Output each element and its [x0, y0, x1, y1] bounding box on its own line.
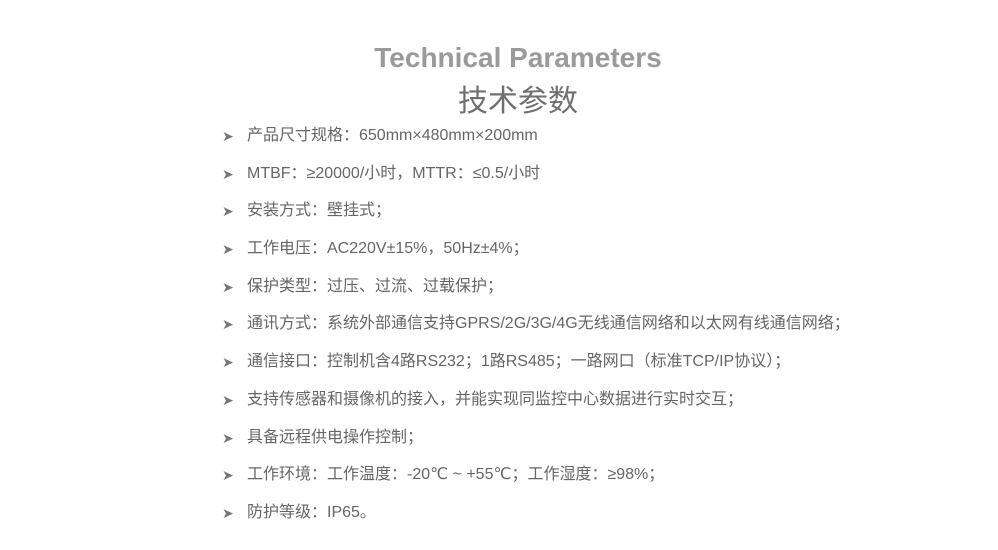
- parameter-text: 保护类型：过压、过流、过载保护；: [247, 277, 504, 295]
- parameter-item: ➤ 通讯方式：系统外部通信支持GPRS/2G/3G/4G无线通信网络和以太网有线通…: [222, 313, 850, 351]
- parameter-item: ➤ 通信接口：控制机含4路RS232；1路RS485；一路网口（标准TCP/IP协…: [222, 351, 850, 389]
- parameter-item: ➤ 工作环境：工作温度：-20℃ ~ +55℃；工作湿度：≥98%；: [222, 464, 850, 502]
- arrowhead-right-icon: ➤: [222, 467, 234, 484]
- parameter-text: 具备远程供电操作控制；: [247, 428, 424, 446]
- arrowhead-right-icon: ➤: [222, 203, 234, 220]
- parameter-text: 通讯方式：系统外部通信支持GPRS/2G/3G/4G无线通信网络和以太网有线通信…: [247, 315, 850, 333]
- arrowhead-right-icon: ➤: [222, 241, 234, 258]
- parameter-item: ➤ 具备远程供电操作控制；: [222, 427, 850, 465]
- parameter-text: 通信接口：控制机含4路RS232；1路RS485；一路网口（标准TCP/IP协议…: [247, 353, 791, 371]
- parameter-text: 工作环境：工作温度：-20℃ ~ +55℃；工作湿度：≥98%；: [247, 466, 665, 484]
- parameter-text: 防护等级：IP65。: [247, 503, 376, 521]
- parameter-item: ➤ 保护类型：过压、过流、过载保护；: [222, 276, 850, 314]
- arrowhead-right-icon: ➤: [222, 429, 234, 446]
- parameter-text: 工作电压：AC220V±15%，50Hz±4%；: [247, 240, 529, 258]
- parameter-item: ➤ MTBF：≥20000/小时，MTTR：≤0.5/小时: [222, 163, 850, 201]
- parameter-text: 安装方式：壁挂式；: [247, 202, 392, 220]
- arrowhead-right-icon: ➤: [222, 354, 234, 371]
- title-english: Technical Parameters: [374, 42, 662, 73]
- parameter-text: 支持传感器和摄像机的接入，并能实现同监控中心数据进行实时交互；: [247, 390, 744, 408]
- parameter-item: ➤ 安装方式：壁挂式；: [222, 200, 850, 238]
- parameter-text: MTBF：≥20000/小时，MTTR：≤0.5/小时: [247, 164, 541, 182]
- parameter-item: ➤ 工作电压：AC220V±15%，50Hz±4%；: [222, 238, 850, 276]
- arrowhead-right-icon: ➤: [222, 504, 234, 521]
- arrowhead-right-icon: ➤: [222, 391, 234, 408]
- parameter-item: ➤ 支持传感器和摄像机的接入，并能实现同监控中心数据进行实时交互；: [222, 389, 850, 427]
- title-chinese: 技术参数: [458, 84, 578, 119]
- arrowhead-right-icon: ➤: [222, 278, 234, 295]
- parameter-item: ➤ 产品尺寸规格：650mm×480mm×200mm: [222, 125, 850, 163]
- arrowhead-right-icon: ➤: [222, 165, 234, 182]
- parameter-list: ➤ 产品尺寸规格：650mm×480mm×200mm ➤ MTBF：≥20000/小时…: [222, 125, 850, 540]
- arrowhead-right-icon: ➤: [222, 128, 234, 144]
- parameter-text: 产品尺寸规格：650mm×480mm×200mm: [247, 127, 538, 144]
- parameter-item: ➤ 防护等级：IP65。: [222, 502, 850, 540]
- arrowhead-right-icon: ➤: [222, 316, 234, 333]
